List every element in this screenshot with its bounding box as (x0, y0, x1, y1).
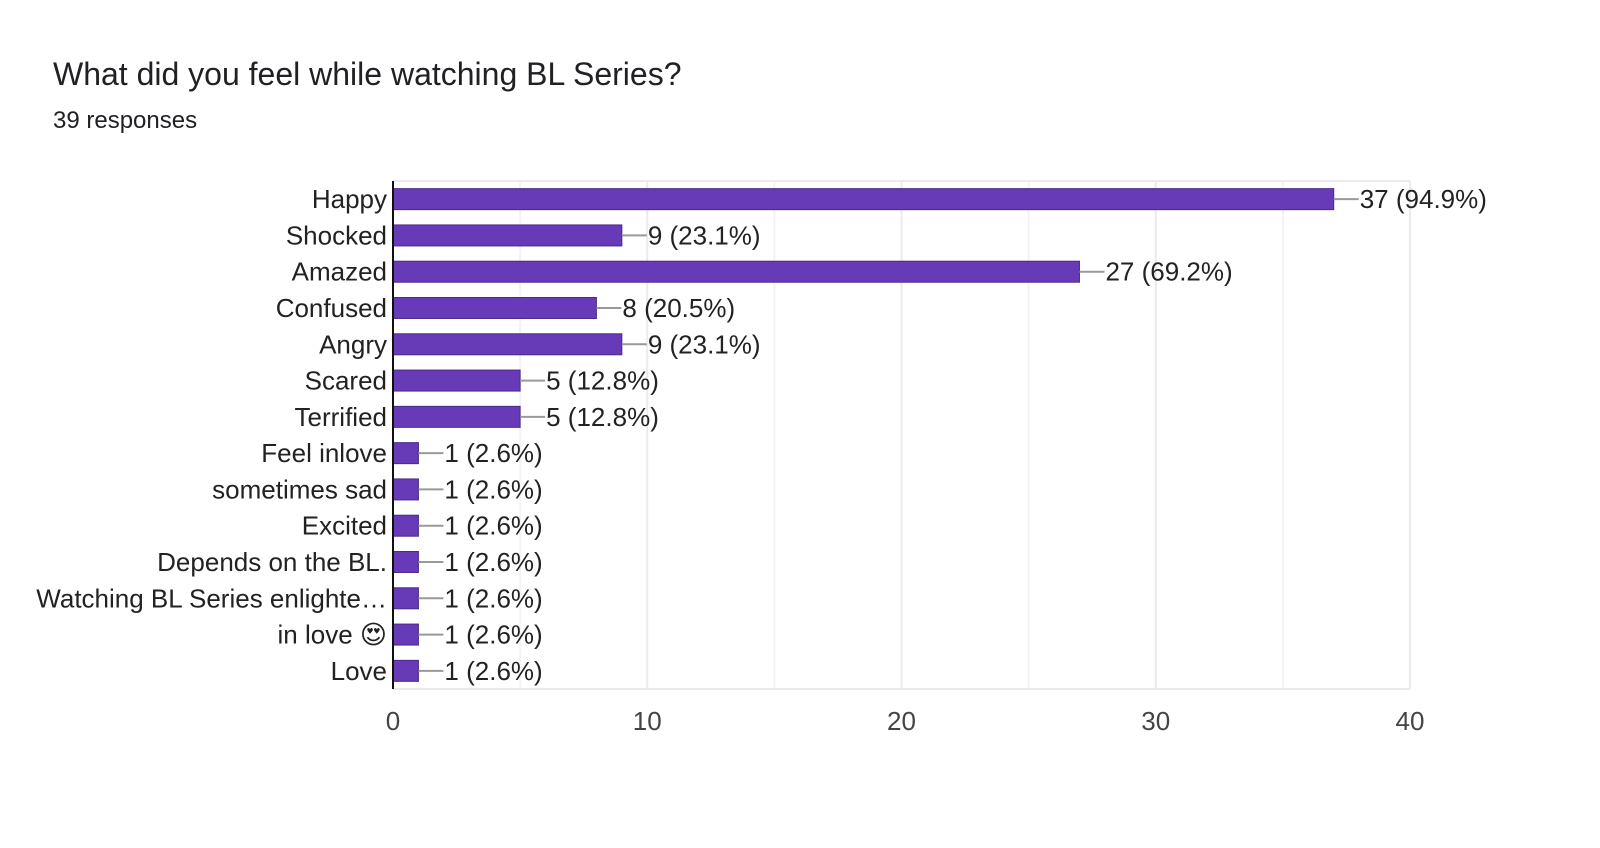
bar[interactable] (392, 224, 623, 247)
category-label: Amazed (292, 257, 387, 287)
data-label: 1 (2.6%) (444, 620, 542, 650)
x-tick-label: 40 (1396, 706, 1425, 736)
bar[interactable] (392, 514, 419, 537)
bar[interactable] (392, 587, 419, 610)
data-label: 5 (12.8%) (546, 366, 659, 396)
bar[interactable] (392, 369, 521, 392)
data-label: 1 (2.6%) (444, 511, 542, 541)
question-title: What did you feel while watching BL Seri… (53, 56, 682, 92)
bar[interactable] (392, 623, 419, 646)
category-label: Scared (305, 366, 387, 396)
category-label: Terrified (295, 402, 387, 432)
category-label: in love 😍 (278, 620, 387, 650)
bar[interactable] (392, 297, 597, 319)
data-label: 37 (94.9%) (1360, 184, 1487, 214)
bar[interactable] (392, 188, 1335, 211)
bar[interactable] (392, 478, 419, 501)
grid-layer (393, 180, 1411, 690)
bar[interactable] (392, 442, 419, 465)
x-tick-label: 10 (633, 706, 662, 736)
x-tick-label: 30 (1141, 706, 1170, 736)
x-tick-label: 20 (887, 706, 916, 736)
category-label: Excited (302, 511, 387, 541)
category-label: Depends on the BL. (157, 547, 387, 577)
data-label: 1 (2.6%) (444, 474, 542, 504)
category-label: Love (331, 656, 387, 686)
category-label: Feel inlove (261, 438, 387, 468)
category-label: Shocked (286, 220, 387, 250)
axis-layer: 0 10 20 30 40 (386, 181, 1425, 736)
x-tick-label: 0 (386, 706, 400, 736)
bar-layer (392, 188, 1335, 682)
data-label: 1 (2.6%) (444, 583, 542, 613)
bar[interactable] (392, 659, 419, 682)
response-count: 39 responses (53, 107, 198, 134)
bar[interactable] (392, 333, 623, 356)
category-label: Confused (276, 293, 387, 323)
data-label: 1 (2.6%) (444, 547, 542, 577)
category-label: Watching BL Series enlighte… (36, 583, 387, 613)
data-label: 27 (69.2%) (1105, 257, 1232, 287)
bar[interactable] (392, 551, 419, 573)
bar[interactable] (392, 405, 521, 428)
data-label: 9 (23.1%) (648, 220, 761, 250)
data-label: 9 (23.1%) (648, 329, 761, 359)
data-label: 1 (2.6%) (444, 438, 542, 468)
label-layer: 37 (94.9%) Happy 9 (23.1%) Shocked 27 (69.2%… (36, 184, 1487, 686)
data-label: 1 (2.6%) (444, 656, 542, 686)
data-label: 5 (12.8%) (546, 402, 659, 432)
data-label: 8 (20.5%) (622, 293, 735, 323)
category-label: Happy (312, 184, 387, 214)
category-label: Angry (319, 329, 387, 359)
bar[interactable] (392, 260, 1080, 283)
category-label: sometimes sad (212, 474, 387, 504)
